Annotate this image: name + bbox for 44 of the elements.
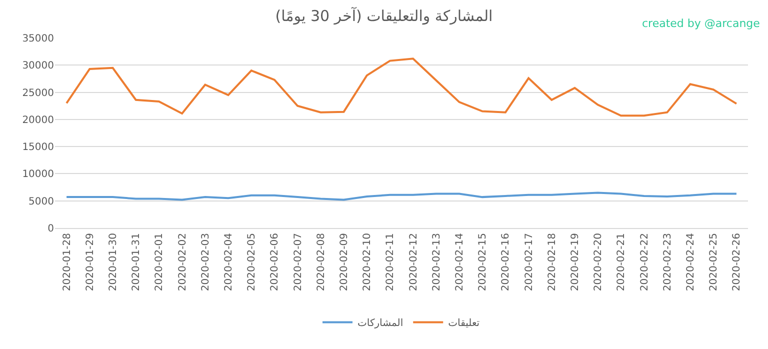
x-tick-label: 2020-02-05 (246, 233, 258, 292)
y-tick-label: 15000 (22, 142, 54, 154)
x-tick-label: 2020-02-18 (546, 233, 558, 292)
text: created by @arcange (642, 17, 760, 30)
x-tick-label: 2020-02-15 (478, 233, 489, 292)
x-tick-label: 2020-02-26 (732, 233, 743, 292)
x-tick-label: 2020-02-21 (616, 233, 628, 292)
legend-label: تعليقات (448, 318, 480, 330)
x-tick-label: 2020-01-28 (62, 233, 73, 292)
y-tick-label: 25000 (22, 88, 54, 99)
x-tick-label: 2020-02-16 (500, 233, 512, 292)
line-series (66, 58, 738, 117)
x-tick-label: 2020-02-01 (154, 233, 166, 292)
y-tick-label: 0 (48, 224, 54, 234)
x-tick-label: 2020-02-25 (708, 233, 720, 292)
y-tick-label: 10000 (22, 169, 54, 180)
x-tick-label: 2020-02-17 (524, 233, 535, 292)
y-tick-label: 35000 (22, 34, 54, 44)
line-series (66, 192, 738, 201)
x-tick-label: 2020-02-13 (431, 233, 442, 292)
x-tick-label: 2020-02-20 (593, 233, 604, 292)
x-tick-label: 2020-02-24 (686, 233, 696, 292)
x-tick-label: 2020-02-14 (454, 233, 466, 292)
x-tick-label: 2020-02-19 (570, 233, 581, 292)
legend-label: المشاركات (358, 318, 404, 330)
x-tick-label: 2020-02-02 (177, 233, 188, 292)
x-tick-label: 2020-02-12 (408, 233, 420, 292)
x-tick-label: 2020-02-04 (224, 233, 234, 292)
x-tick-label: 2020-02-10 (362, 233, 374, 292)
x-tick-label: 2020-02-07 (292, 233, 304, 292)
y-tick-label: 5000 (28, 196, 54, 208)
x-tick-label: 2020-02-09 (339, 233, 350, 292)
x-tick-label: 2020-01-30 (108, 233, 119, 292)
x-tick-label: 2020-02-23 (662, 233, 674, 292)
x-tick-label: 2020-01-31 (131, 233, 142, 292)
y-tick-label: 30000 (22, 60, 54, 72)
x-tick-label: 2020-02-22 (639, 233, 650, 292)
x-tick-label: 2020-02-06 (270, 233, 281, 292)
x-tick-label: 2020-01-29 (84, 233, 96, 292)
chart-title: المشاركة والتعليقات (آخر 30 يومًا) (275, 6, 493, 25)
y-tick-label: 20000 (22, 114, 54, 126)
x-tick-label: 2020-02-08 (316, 233, 327, 292)
x-tick-label: 2020-02-11 (385, 233, 396, 292)
x-tick-label: 2020-02-03 (200, 233, 212, 292)
